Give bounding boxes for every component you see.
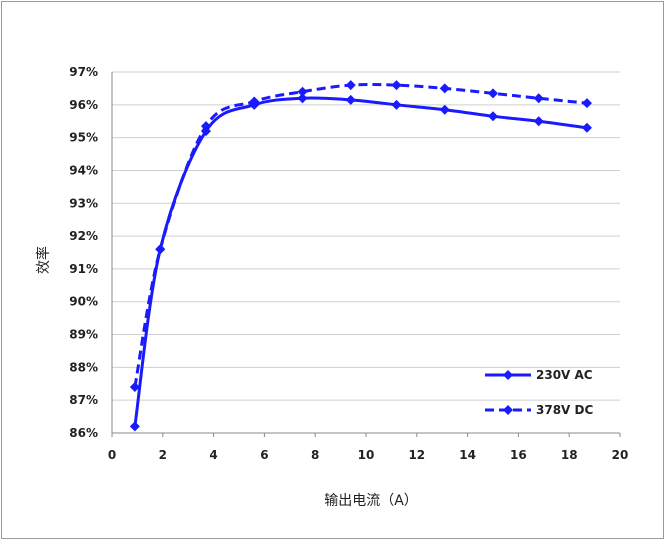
x-tick-label: 4 [209, 448, 217, 462]
data-point [200, 121, 211, 132]
data-point [488, 111, 498, 122]
data-point [129, 382, 140, 393]
y-tick-label: 91% [69, 262, 98, 276]
data-point [581, 122, 592, 133]
series-line [133, 96, 588, 427]
data-point [488, 88, 498, 99]
y-axis-title: 效率 [35, 246, 52, 274]
y-tick-label: 87% [69, 393, 98, 407]
x-axis-title: 输出电流（A） [324, 493, 418, 509]
data-point [297, 93, 308, 104]
y-tick-label: 97% [69, 65, 98, 79]
legend: 230V AC 378V DC [485, 368, 593, 417]
axes [111, 72, 621, 437]
y-tick-label: 89% [69, 328, 98, 342]
data-point [129, 421, 140, 432]
series-line [133, 83, 588, 388]
data-point [345, 94, 356, 105]
data-point [533, 116, 544, 127]
legend-marker [503, 405, 513, 415]
x-tick-label: 6 [260, 448, 268, 462]
y-tick-label: 95% [69, 131, 98, 145]
data-point [155, 244, 166, 255]
x-tick-label: 18 [561, 448, 578, 462]
y-tick-label: 88% [69, 360, 98, 374]
y-tick-label: 92% [69, 229, 98, 243]
x-tick-label: 14 [459, 448, 476, 462]
x-tick-label: 12 [408, 448, 425, 462]
y-tick-label: 94% [69, 163, 98, 177]
data-point [249, 96, 260, 107]
series-ac [129, 93, 592, 432]
data-point [533, 93, 544, 104]
data-point [439, 104, 450, 115]
x-tick-label: 10 [358, 448, 375, 462]
x-tick-label: 0 [108, 448, 116, 462]
x-tick-label: 20 [612, 448, 629, 462]
y-tick-label: 86% [69, 426, 98, 440]
data-point [391, 99, 402, 110]
x-tick-label: 2 [159, 448, 167, 462]
data-point [581, 98, 592, 109]
legend-marker [503, 370, 513, 380]
x-tick-label: 16 [510, 448, 527, 462]
x-tick-labels: 0 2 4 6 8 10 12 14 16 18 20 [108, 448, 629, 462]
series-group [129, 80, 592, 432]
data-point [439, 83, 450, 94]
legend-label: 230V AC [536, 368, 593, 382]
y-tick-labels: 86% 87% 88% 89% 90% 91% 92% 93% 94% 95% 96% 97% [69, 65, 98, 440]
y-tick-label: 90% [69, 295, 98, 309]
x-tick-label: 8 [311, 448, 319, 462]
legend-label: 378V DC [536, 403, 593, 417]
data-point [297, 86, 308, 97]
y-tick-label: 96% [69, 98, 98, 112]
grid-lines [112, 71, 620, 401]
series-dc [129, 80, 592, 393]
data-point [391, 80, 402, 91]
y-tick-label: 93% [69, 196, 98, 210]
data-point [345, 80, 356, 91]
